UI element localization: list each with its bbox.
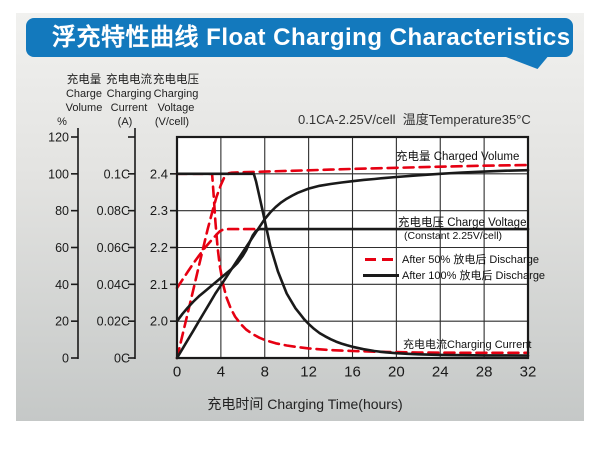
volume-tick-label: 0	[62, 352, 69, 366]
axis-header-charging-current-en1: Charging	[106, 88, 152, 100]
series-charge-voltage-after-50-discharge	[175, 227, 261, 290]
axis-header-charging-voltage-en2: Voltage	[157, 102, 195, 114]
series-charging-current-after-100-discharge	[175, 172, 530, 357]
page-title: 浮充特性曲线 Float Charging Characteristics	[52, 24, 571, 51]
series-charge-voltage-after-100-discharge	[175, 227, 530, 323]
axis-header-charge-volume-cjk: 充电量	[66, 74, 102, 86]
label-charge-voltage-constant: (Constant 2.25V/cell)	[404, 230, 503, 242]
legend-line-red-dashed	[365, 258, 396, 262]
unit-v-per-cell: (V/cell)	[154, 116, 190, 128]
title-banner: 浮充特性曲线 Float Charging Characteristics	[26, 18, 573, 57]
legend-label-after-100-discharge: After 100% 放电后 Discharge	[402, 270, 546, 282]
x-tick-label: 20	[388, 364, 405, 381]
current-tick-label: 0.02C	[97, 315, 130, 329]
current-tick-label: 0.08C	[97, 204, 130, 218]
axis-header-charging-current-en2: Current	[110, 102, 148, 114]
current-tick-label: 0.04C	[97, 278, 130, 292]
current-tick-label: 0.1C	[104, 167, 130, 181]
x-tick-label: 8	[261, 364, 269, 381]
voltage-tick-label: 2.4	[150, 166, 168, 181]
axis-header-charging-current-cjk: 充电电流	[106, 74, 152, 86]
axis-header-charging-voltage-en1: Charging	[153, 88, 199, 100]
unit-ampere: (A)	[117, 116, 133, 128]
x-tick-label: 28	[476, 364, 493, 381]
axis-header-charging-current: 充电电流 Charging Current	[98, 73, 160, 115]
volume-tick-label: 40	[55, 278, 69, 292]
unit-percent: %	[57, 116, 67, 128]
legend-label-after-50-discharge: After 50% 放电后 Discharge	[402, 254, 539, 266]
x-tick-label: 4	[217, 364, 225, 381]
x-tick-label: 0	[173, 364, 181, 381]
volume-tick-label: 100	[48, 167, 69, 181]
chart-plot: 1201008060402000.1C0.08C0.06C0.04C0.02C0…	[48, 128, 537, 381]
volume-tick-label: 120	[48, 131, 69, 145]
volume-tick-label: 60	[55, 241, 69, 255]
current-tick-label: 0C	[114, 352, 130, 366]
series-charged-volume-after-50-discharge	[175, 163, 530, 360]
x-tick-label: 24	[432, 364, 449, 381]
x-tick-label: 12	[300, 364, 317, 381]
current-tick-label: 0.06C	[97, 241, 130, 255]
x-axis-title: 充电时间 Charging Time(hours)	[207, 396, 403, 412]
axis-header-charge-volume-en1: Charge	[65, 88, 103, 100]
label-charged-volume: 充电量 Charged Volume	[396, 151, 520, 163]
legend-line-black-solid	[363, 274, 399, 277]
x-tick-label: 32	[520, 364, 537, 381]
voltage-tick-label: 2.0	[150, 314, 168, 329]
volume-tick-label: 80	[55, 204, 69, 218]
voltage-tick-label: 2.1	[150, 277, 168, 292]
x-tick-label: 16	[344, 364, 361, 381]
label-charging-current: 充电电流Charging Current	[403, 339, 532, 351]
volume-tick-label: 20	[55, 315, 69, 329]
voltage-tick-label: 2.3	[150, 203, 168, 218]
voltage-tick-label: 2.2	[150, 240, 168, 255]
axis-header-charge-volume: 充电量 Charge Volume	[54, 73, 114, 115]
series-charged-volume-after-100-discharge	[175, 168, 530, 360]
axis-header-charge-volume-en2: Volume	[65, 102, 103, 114]
label-charge-voltage: 充电电压 Charge Voltage	[398, 217, 527, 229]
test-condition-note: 0.1CA-2.25V/cell 温度Temperature35°C	[298, 112, 531, 127]
axis-header-charging-voltage: 充电电压 Charging Voltage	[144, 73, 208, 115]
axis-header-charging-voltage-cjk: 充电电压	[153, 74, 199, 86]
plot-frame	[175, 135, 530, 360]
